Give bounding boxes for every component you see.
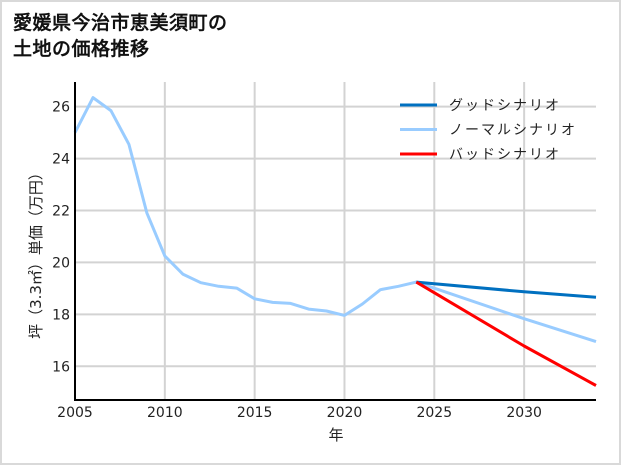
legend-item: ノーマルシナリオ — [400, 123, 577, 139]
y-tick-label: 18 — [52, 307, 70, 323]
chart-title-line-1: 愛媛県今治市恵美須町の — [13, 12, 228, 34]
y-tick-label: 22 — [52, 203, 70, 219]
series-line — [73, 96, 597, 344]
legend-label: ノーマルシナリオ — [449, 123, 577, 139]
series-line — [416, 280, 597, 299]
x-axis-label: 年 — [328, 426, 343, 444]
x-tick-label: 2010 — [147, 405, 183, 421]
chart-title-line-2: 土地の価格推移 — [13, 38, 150, 60]
data-series — [73, 96, 597, 387]
y-tick-label: 20 — [52, 255, 70, 271]
x-tick-label: 2020 — [327, 405, 363, 421]
chart-title: 愛媛県今治市恵美須町の 土地の価格推移 — [13, 10, 228, 62]
legend-label: グッドシナリオ — [449, 98, 561, 114]
legend-item: グッドシナリオ — [400, 98, 561, 114]
series-line — [415, 280, 597, 387]
x-tick-label: 2025 — [416, 405, 452, 421]
x-tick-labels: 2005 2010 2015 2020 2025 2030 — [57, 405, 542, 421]
x-tick-label: 2005 — [57, 405, 93, 421]
y-tick-label: 24 — [52, 152, 70, 168]
y-tick-labels: 16 18 20 22 24 26 — [52, 100, 70, 376]
y-tick-label: 26 — [52, 100, 70, 116]
x-tick-label: 2030 — [506, 405, 542, 421]
y-tick-label: 16 — [52, 359, 70, 375]
y-axis-label: 坪（3.3㎡）単価（万円） — [27, 165, 45, 339]
x-tick-label: 2015 — [237, 405, 273, 421]
legend-item: バッドシナリオ — [400, 147, 561, 163]
legend-label: バッドシナリオ — [449, 147, 561, 163]
